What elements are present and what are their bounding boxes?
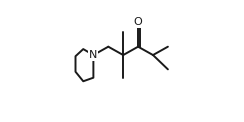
Text: N: N (89, 50, 98, 60)
Text: O: O (134, 17, 142, 27)
